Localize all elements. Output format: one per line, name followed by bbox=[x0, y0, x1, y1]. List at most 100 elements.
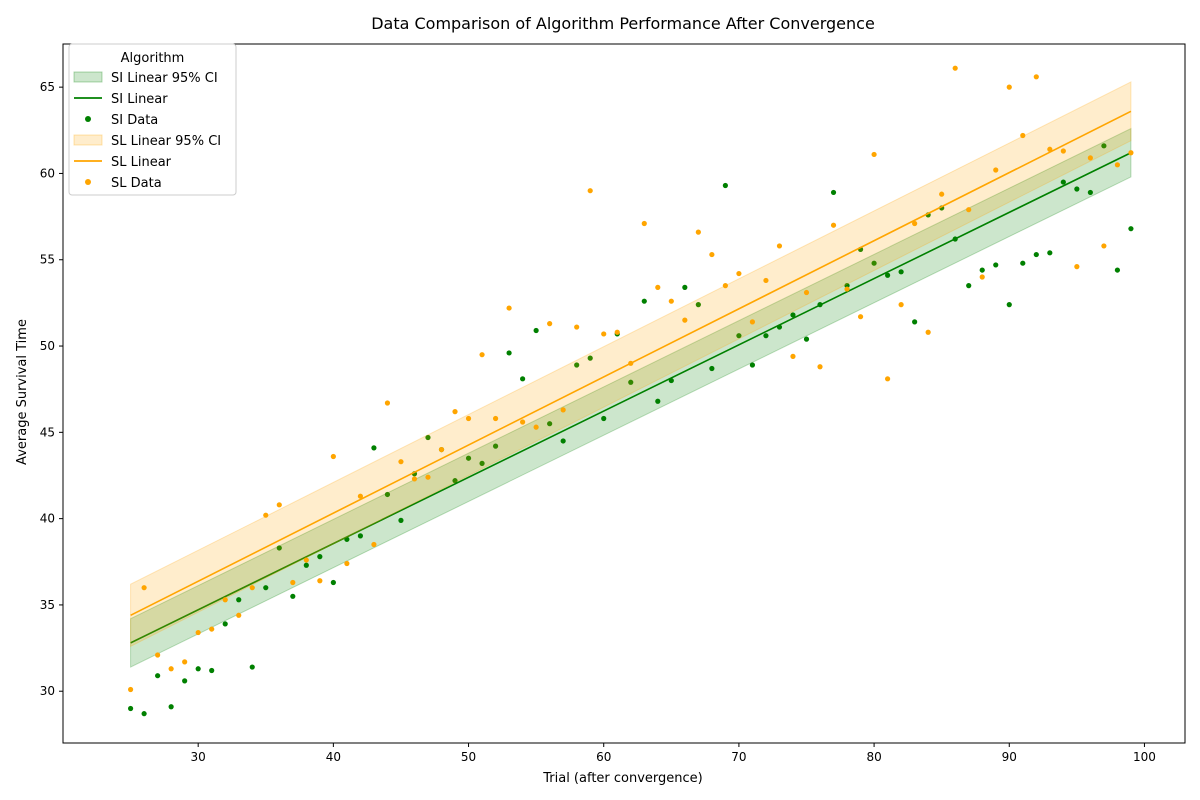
sl-data-point bbox=[871, 151, 877, 158]
y-tick-label: 45 bbox=[40, 425, 55, 439]
sl-data-point bbox=[560, 407, 566, 413]
sl-data-point bbox=[357, 493, 363, 499]
sl-data-point bbox=[830, 222, 837, 228]
si-data-point bbox=[263, 585, 269, 591]
si-data-point bbox=[452, 478, 458, 484]
si-data-point bbox=[898, 269, 904, 275]
sl-data-point bbox=[587, 188, 593, 194]
si-data-point bbox=[317, 554, 323, 560]
sl-data-point bbox=[912, 220, 918, 227]
sl-data-point bbox=[1006, 84, 1012, 90]
sl-data-point bbox=[344, 560, 350, 567]
legend-entry-label: SI Data bbox=[111, 113, 158, 128]
plot-area bbox=[127, 65, 1134, 717]
sl-data-point bbox=[465, 415, 472, 422]
sl-data-point bbox=[898, 302, 904, 308]
legend-title: Algorithm bbox=[121, 51, 185, 66]
si-data-point bbox=[1047, 250, 1053, 256]
chart-title: Data Comparison of Algorithm Performance… bbox=[371, 14, 875, 33]
si-data-point bbox=[885, 272, 891, 278]
si-data-point bbox=[371, 445, 377, 451]
x-tick-label: 40 bbox=[326, 750, 341, 764]
si-data-point bbox=[344, 536, 350, 542]
si-data-point bbox=[695, 302, 701, 308]
sl-data-point bbox=[668, 298, 674, 304]
sl-data-point bbox=[1047, 146, 1053, 152]
si-data-point bbox=[1114, 267, 1121, 273]
si-data-point bbox=[479, 460, 485, 466]
y-tick-label: 60 bbox=[40, 166, 55, 180]
sl-data-point bbox=[168, 666, 174, 672]
sl-data-point bbox=[1114, 162, 1121, 168]
sl-data-point bbox=[790, 353, 796, 359]
sl-data-point bbox=[330, 453, 336, 460]
legend-entry-label: SL Linear 95% CI bbox=[111, 134, 221, 149]
x-tick-label: 60 bbox=[596, 750, 611, 764]
sl-data-point bbox=[384, 400, 391, 406]
sl-data-point bbox=[492, 415, 499, 422]
legend-swatch-sl-ci bbox=[73, 134, 103, 146]
sl-data-point bbox=[249, 585, 255, 591]
si-data-point bbox=[736, 333, 742, 339]
legend: Algorithm SI Linear 95% CI SI Linear SI Dat… bbox=[68, 43, 237, 196]
sl-data-point bbox=[479, 352, 485, 358]
si-data-point bbox=[290, 593, 296, 599]
sl-data-point bbox=[803, 289, 810, 296]
legend-box bbox=[68, 43, 237, 196]
x-tick-label: 80 bbox=[866, 750, 881, 764]
sl-data-point bbox=[574, 324, 580, 330]
si-data-point bbox=[1033, 251, 1039, 258]
sl-data-point bbox=[817, 364, 823, 370]
sl-data-point bbox=[155, 652, 161, 658]
sl-data-point bbox=[547, 321, 553, 327]
sl-data-point bbox=[695, 229, 701, 235]
sl-data-point bbox=[263, 512, 269, 518]
si-data-point bbox=[952, 236, 958, 242]
si-data-point bbox=[249, 664, 255, 670]
si-data-point bbox=[912, 319, 918, 325]
sl-data-point bbox=[776, 243, 783, 249]
legend-swatch-sl-data bbox=[85, 179, 91, 185]
sl-data-point bbox=[939, 191, 945, 197]
axes-frame bbox=[62, 43, 1186, 744]
sl-data-point bbox=[1020, 132, 1026, 139]
x-tick-label: 90 bbox=[1002, 750, 1017, 764]
y-tick-label: 55 bbox=[40, 253, 55, 267]
si-data-point bbox=[871, 260, 877, 266]
si-data-point bbox=[682, 284, 688, 290]
sl-data-point bbox=[276, 502, 282, 508]
legend-entry-label: SI Linear 95% CI bbox=[111, 71, 218, 86]
sl-data-point bbox=[1087, 155, 1093, 161]
si-data-point bbox=[357, 533, 363, 539]
sl-data-point bbox=[749, 319, 756, 325]
legend-swatch-si-data bbox=[85, 116, 91, 122]
si-data-point bbox=[182, 678, 188, 684]
si-data-point bbox=[587, 355, 593, 361]
sl-data-point bbox=[1128, 150, 1134, 156]
si-data-point bbox=[1128, 226, 1134, 232]
sl-data-point bbox=[520, 419, 526, 425]
si-data-point bbox=[168, 704, 174, 710]
sl-data-point bbox=[290, 579, 296, 586]
y-tick-label: 40 bbox=[40, 512, 55, 526]
sl-data-point bbox=[655, 284, 661, 290]
si-data-point bbox=[574, 362, 580, 368]
x-tick-label: 30 bbox=[191, 750, 206, 764]
si-data-point bbox=[465, 455, 472, 461]
si-data-point bbox=[533, 327, 539, 334]
sl-data-point bbox=[952, 65, 958, 71]
sl-data-point bbox=[614, 329, 620, 335]
si-data-point bbox=[749, 362, 756, 368]
sl-data-point bbox=[763, 277, 769, 284]
sl-data-point bbox=[857, 314, 864, 320]
sl-data-point bbox=[682, 317, 688, 323]
x-tick-label: 50 bbox=[461, 750, 476, 764]
sl-data-point bbox=[709, 251, 715, 258]
si-data-point bbox=[1087, 189, 1093, 196]
si-data-point bbox=[236, 597, 242, 603]
si-data-point bbox=[1020, 260, 1026, 266]
si-data-point bbox=[547, 421, 553, 427]
sl-data-point bbox=[127, 686, 134, 693]
legend-entry-label: SL Data bbox=[111, 176, 162, 191]
si-data-point bbox=[330, 579, 336, 586]
